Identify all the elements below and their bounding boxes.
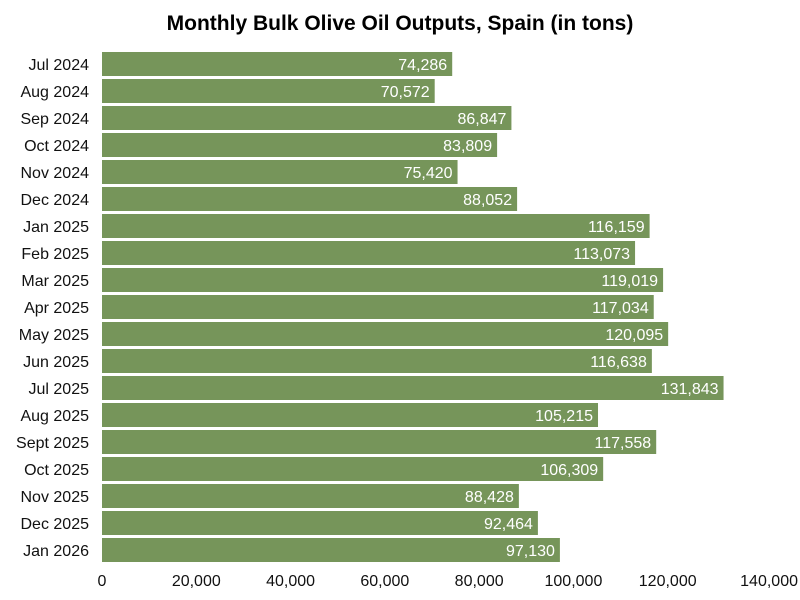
category-labels: Jul 2024 Aug 2024 Sep 2024 Oct 2024 Nov 2024…	[16, 57, 89, 560]
x-tick-label: 40,000	[266, 573, 315, 590]
bar	[102, 52, 453, 76]
category-label: Dec 2025	[21, 516, 90, 533]
bar	[102, 511, 538, 535]
bar	[102, 79, 435, 103]
value-label: 131,843	[661, 381, 719, 398]
value-label: 117,034	[592, 300, 649, 317]
bar	[102, 214, 650, 238]
value-label: 119,019	[601, 273, 658, 290]
bar	[102, 322, 669, 346]
value-label: 86,847	[457, 111, 506, 128]
bar	[102, 160, 458, 184]
x-tick-label: 140,000	[740, 573, 798, 590]
value-label: 97,130	[506, 543, 555, 560]
category-label: Oct 2024	[24, 138, 89, 155]
x-tick-label: 0	[98, 573, 107, 590]
category-label: Jun 2025	[23, 354, 89, 371]
category-label: Apr 2025	[24, 300, 89, 317]
category-label: Nov 2025	[21, 489, 90, 506]
x-tick-label: 60,000	[360, 573, 409, 590]
bar	[102, 268, 664, 292]
value-label: 116,638	[590, 354, 647, 371]
bar	[102, 133, 498, 157]
chart-title: Monthly Bulk Olive Oil Outputs, Spain (i…	[167, 12, 634, 35]
category-label: Aug 2024	[20, 84, 89, 101]
bar	[102, 295, 654, 319]
bar	[102, 241, 636, 265]
value-labels: 74,286 70,572 86,847 83,809 75,420 88,052 116,…	[381, 57, 719, 560]
category-label: Aug 2025	[20, 408, 89, 425]
value-label: 88,052	[463, 192, 512, 209]
category-label: Dec 2024	[21, 192, 90, 209]
x-tick-label: 20,000	[172, 573, 221, 590]
category-label: Sep 2024	[20, 111, 89, 128]
value-label: 116,159	[588, 219, 645, 236]
value-label: 106,309	[540, 462, 598, 479]
category-label: Sept 2025	[16, 435, 89, 452]
value-label: 113,073	[573, 246, 630, 263]
category-label: Mar 2025	[21, 273, 89, 290]
category-label: Nov 2024	[21, 165, 90, 182]
value-label: 88,428	[465, 489, 514, 506]
value-label: 120,095	[605, 327, 663, 344]
x-tick-label: 120,000	[639, 573, 697, 590]
category-label: Jan 2025	[23, 219, 89, 236]
bar	[102, 376, 724, 400]
category-label: Jul 2025	[29, 381, 90, 398]
value-label: 83,809	[443, 138, 492, 155]
value-label: 75,420	[404, 165, 453, 182]
bar	[102, 106, 512, 130]
value-label: 105,215	[535, 408, 593, 425]
category-label: May 2025	[19, 327, 89, 344]
value-label: 74,286	[398, 57, 447, 74]
x-tick-label: 80,000	[455, 573, 504, 590]
x-axis-ticks: 0 20,000 40,000 60,000 80,000 100,000 120,000 1…	[98, 573, 799, 590]
x-tick-label: 100,000	[545, 573, 603, 590]
value-label: 70,572	[381, 84, 430, 101]
bars-group	[102, 52, 724, 562]
value-label: 117,558	[595, 435, 652, 452]
bar	[102, 349, 652, 373]
bar	[102, 538, 560, 562]
bar	[102, 403, 599, 427]
category-label: Jan 2026	[23, 543, 89, 560]
bar	[102, 187, 518, 211]
bar	[102, 430, 657, 454]
value-label: 92,464	[484, 516, 533, 533]
category-label: Oct 2025	[24, 462, 89, 479]
bar	[102, 457, 604, 481]
bar	[102, 484, 519, 508]
category-label: Jul 2024	[29, 57, 90, 74]
category-label: Feb 2025	[21, 246, 89, 263]
